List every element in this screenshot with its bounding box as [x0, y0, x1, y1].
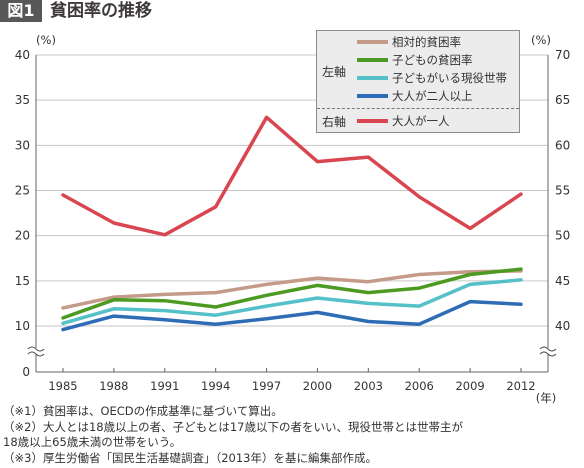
- x-tick-label: 1997: [252, 379, 281, 393]
- series-line-single-adult: [61, 115, 523, 237]
- legend-label: 大人が二人以上: [392, 89, 473, 103]
- right-tick-label: 60: [555, 138, 570, 152]
- legend-line-swatch: [357, 58, 388, 62]
- axis-break-mark: [539, 351, 557, 357]
- legend-right-axis-label: 右軸: [321, 115, 346, 129]
- axis-break-mark: [539, 346, 557, 352]
- left-tick-label: 35: [15, 93, 30, 107]
- left-axis-unit: (%): [36, 33, 56, 47]
- right-tick-label: 70: [555, 48, 570, 62]
- legend-line-swatch: [357, 76, 388, 80]
- series-line-child-poverty-rate: [61, 267, 523, 320]
- right-tick-label: 50: [555, 229, 570, 243]
- axis-break-mark: [27, 346, 45, 352]
- left-tick-label: 10: [15, 319, 30, 333]
- x-tick-label: 2000: [303, 379, 332, 393]
- legend-item-relative-poverty-rate: 相対的貧困率: [357, 34, 517, 50]
- left-tick-label: 15: [15, 274, 30, 288]
- figure-label: 図1: [0, 0, 42, 22]
- legend-line-swatch: [357, 119, 388, 123]
- legend: 左軸 相対的貧困率 子どもの貧困率 子どもがいる現役世帯 大人が二人以上 右軸 …: [316, 30, 520, 133]
- legend-label: 相対的貧困率: [392, 35, 461, 49]
- right-tick-label: 45: [555, 274, 570, 288]
- legend-label: 子どもがいる現役世帯: [392, 71, 507, 85]
- axis-break-gap: [28, 348, 44, 354]
- left-tick-label: 20: [15, 229, 30, 243]
- left-tick-label: 0: [22, 365, 30, 379]
- x-axis-unit: (年): [536, 391, 556, 405]
- series-line-working-households-with-children: [61, 278, 523, 326]
- x-tick-label: 1985: [48, 379, 77, 393]
- right-tick-label: 40: [555, 319, 570, 333]
- left-tick-label: 25: [15, 184, 30, 198]
- x-tick-label: 2006: [405, 379, 434, 393]
- legend-label: 子どもの貧困率: [392, 53, 473, 67]
- right-tick-label: 65: [555, 93, 570, 107]
- right-tick-label: 55: [555, 184, 570, 198]
- x-axis: 1985 1988 1991 1994 1997 2000 2003 2006 2009 2012: [48, 368, 536, 393]
- left-y-axis: 40 35 30 25 20 15 10 0: [15, 48, 30, 379]
- left-tick-label: 30: [15, 138, 30, 152]
- x-tick-label: 1994: [201, 379, 230, 393]
- legend-item-working-households-with-children: 子どもがいる現役世帯: [357, 70, 517, 86]
- axis-break-mark: [27, 351, 45, 357]
- legend-item-two-or-more-adults: 大人が二人以上: [357, 88, 517, 104]
- right-y-axis: 70 65 60 55 50 45 40: [555, 48, 570, 333]
- x-tick-label: 1991: [150, 379, 179, 393]
- legend-item-single-adult: 大人が一人: [357, 113, 517, 129]
- x-tick-label: 2009: [455, 379, 484, 393]
- legend-label: 大人が一人: [392, 114, 450, 128]
- series-lines: [61, 115, 523, 332]
- line-chart: 1985 1988 1991 1994 1997 2000 2003 2006 2009 2012…: [15, 33, 571, 405]
- series-line-two-or-more-adults: [61, 299, 523, 332]
- legend-line-swatch: [357, 40, 388, 44]
- x-tick-label: 1988: [99, 379, 128, 393]
- left-tick-label: 40: [15, 48, 30, 62]
- right-axis-unit: (%): [531, 33, 551, 47]
- axis-break-gap: [540, 348, 556, 354]
- chart-title: 貧困率の推移: [50, 1, 152, 21]
- x-tick-label: 2012: [506, 379, 535, 393]
- footnote-3: （※3）厚生労働省「国民生活基礎調査」（2013年）を基に編集部作成。: [3, 450, 377, 465]
- footnote-2: （※2）大人とは18歳以上の者、子どもとは17歳以下の者をいい、現役世帯とは世帯…: [3, 419, 463, 434]
- legend-line-swatch: [357, 94, 388, 98]
- footnote-1: （※1）貧困率は、OECDの作成基準に基づいて算出。: [3, 404, 283, 418]
- x-tick-label: 2003: [354, 379, 383, 393]
- legend-divider: [317, 108, 519, 109]
- legend-left-axis-label: 左軸: [321, 65, 346, 79]
- legend-item-child-poverty-rate: 子どもの貧困率: [357, 52, 517, 68]
- gridlines: [36, 54, 548, 327]
- footnotes: （※1）貧困率は、OECDの作成基準に基づいて算出。 （※2）大人とは18歳以上…: [3, 404, 581, 466]
- series-line-relative-poverty-rate: [61, 269, 523, 310]
- plot-frame: [27, 55, 557, 373]
- footnote-2-continued: 18歳以上65歳未満の世帯をいう。: [3, 435, 182, 450]
